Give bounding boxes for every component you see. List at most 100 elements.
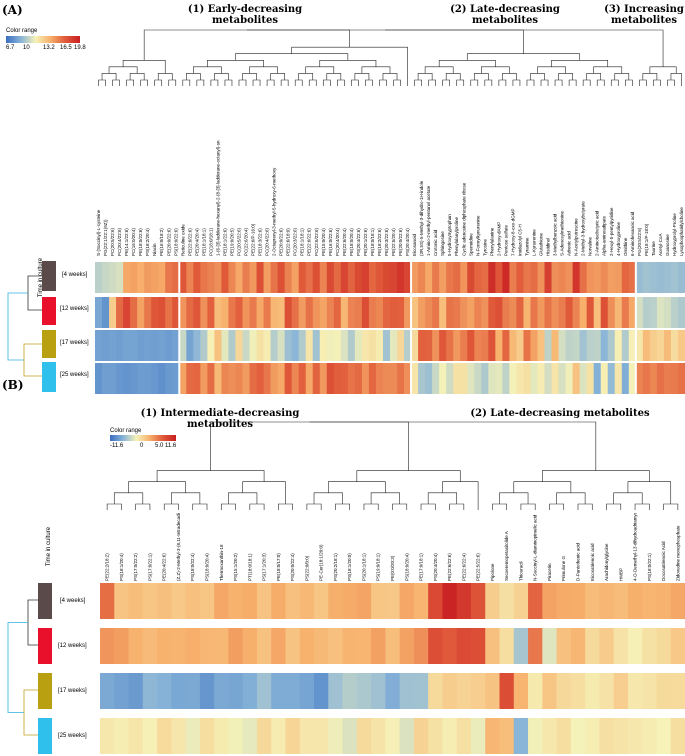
panel-a-cell-r1-c67 [565,297,574,328]
panel-a-cell-r3-c59 [509,363,517,394]
panel-b-cell-r1-c4 [157,628,172,664]
panel-a-dendro-link-29 [242,73,257,80]
panel-a-cell-r1-c7 [144,297,152,328]
panel-a-group-gap-0 [178,260,181,394]
panel-b-cell-r0-c7 [199,583,215,619]
panel-b-column-label-28: Secoeremopetasitolide A [504,531,509,581]
panel-a-cell-r0-c45 [411,262,419,293]
panel-b-cell-r2-c31 [542,673,557,709]
panel-a-dendro-link-19 [294,79,303,86]
panel-b-cell-r1-c8 [214,628,229,664]
panel-b-cell-r0-c40 [670,583,685,619]
panel-a-cell-r1-c23 [256,297,264,328]
panel-a-cell-r3-c32 [319,363,328,394]
panel-b-cell-r3-c36 [613,718,629,754]
panel-a-cell-r3-c69 [579,363,588,394]
panel-a-row-label-4-weeks: [4 weeks] [62,272,88,278]
panel-a-cell-r1-c53 [467,297,475,328]
panel-b-cell-r3-c23 [428,718,443,754]
panel-b-column-label-0: PE(22:2/18:2) [105,553,110,581]
panel-a-column-label-12: Reticuline oxide [180,224,185,256]
panel-a-cell-r3-c4 [123,363,131,394]
panel-b-column-label-35: Arachidonylglycine [604,543,609,581]
panel-a-cell-r1-c18 [221,297,229,328]
panel-b-dendro-link-6 [278,503,293,510]
panel-a-dendro-link-54 [568,79,577,86]
panel-a-dendro-link-55 [582,79,591,86]
panel-a-cell-r3-c18 [221,363,229,394]
panel-a-cell-r0-c71 [593,262,602,293]
panel-a-cell-r1-c11 [172,297,180,328]
panel-a-cell-r1-c36 [347,297,356,328]
panel-a-cell-r0-c73 [607,262,616,293]
panel-a-column-label-82: Hydroxyprolyl-Proline [672,213,677,256]
panel-a-cell-r1-c50 [446,297,454,328]
panel-a-cell-r1-c19 [228,297,236,328]
panel-b-cell-r1-c36 [613,628,629,664]
panel-a-cell-r2-c23 [256,330,264,361]
panel-a-cell-r3-c16 [207,363,215,394]
panel-b-cell-r0-c37 [627,583,643,619]
panel-a-column-label-72: Alpha-aminoadipate [602,215,607,256]
panel-a-cell-r2-c55 [481,330,489,361]
panel-a-cell-r1-c20 [235,297,243,328]
panel-b-cell-r3-c1 [114,718,129,754]
panel-b-column-label-5: (Z,Z)-2-Methyl-3-(8,11-tetradecadienyl)-… [176,513,181,581]
panel-a-column-label-80: Acetyl-CoA [658,233,663,256]
panel-b-cell-r2-c36 [613,673,629,709]
panel-a-cell-r0-c7 [144,262,152,293]
panel-a-cell-r2-c0 [95,330,103,361]
panel-a-column-label-7: PS(18:2/20:4) [145,228,150,256]
panel-a-cell-r0-c5 [130,262,138,293]
panel-a-column-label-50: 5-Hydroxytryptophan [447,214,452,256]
panel-b-column-label-37: 4-O-Demethyl-13-dihydroadriamycinone [633,513,638,581]
panel-a-column-label-11: PS(18:0/22:6) [173,228,178,256]
panel-a-cell-r3-c34 [333,363,342,394]
panel-a-cell-r2-c59 [509,330,517,361]
panel-a-cell-r3-c30 [305,363,314,394]
panel-a-cell-r0-c27 [284,262,293,293]
panel-a-cell-r3-c51 [453,363,461,394]
panel-a-cell-r2-c54 [474,330,482,361]
panel-a-cell-r3-c22 [249,363,257,394]
panel-a-cell-r2-c71 [593,330,602,361]
panel-a-cell-r0-c25 [270,262,279,293]
panel-a-cell-r0-c62 [530,262,538,293]
panel-b-cell-r2-c8 [214,673,229,709]
panel-a-column-label-2: PC(20:5/22:6) [110,227,115,256]
panel-a-dendro-link-26 [393,79,401,86]
panel-a-cell-r0-c4 [123,262,131,293]
panel-a-column-label-68: N-Acetylputrescine [574,218,579,256]
panel-a-cell-r1-c9 [158,297,166,328]
panel-a-cell-r2-c40 [375,330,384,361]
panel-a-cell-r0-c29 [298,262,307,293]
panel-b-cell-r3-c8 [214,718,229,754]
panel-b-cell-r3-c13 [285,718,301,754]
panel-a-color-range-bar [6,36,80,43]
panel-b-cell-r1-c19 [371,628,386,664]
panel-a-dendro-link-6 [101,73,117,80]
panel-a-cell-r0-c42 [390,262,398,293]
panel-b-cell-r1-c21 [399,628,415,664]
panel-a-cell-r3-c10 [165,363,173,394]
panel-a-cell-r2-c22 [249,330,257,361]
panel-a-cell-r1-c78 [642,297,651,328]
panel-a-dendro-link-39 [207,59,264,67]
panel-b-column-label-24: PE(22:6/22:6) [447,553,452,581]
panel-b-dendro-link-7 [113,492,144,504]
panel-b-cell-r1-c40 [670,628,685,664]
panel-b-cell-r3-c18 [356,718,372,754]
panel-b-color-range-ticks: -11.6 0 5.0 11.6 [110,443,190,451]
panel-a-column-label-52: Cyclic adenosine diphosphate ribose [461,182,466,256]
panel-a-column-label-47: 1-Amino-2-methyl-pentanol acetate [426,185,431,256]
panel-a-cell-r1-c42 [390,297,398,328]
panel-b-dendro-link-5 [249,503,265,510]
panel-a-cell-r0-c55 [481,262,489,293]
panel-b-dendro-link-30 [634,503,650,510]
panel-a-column-label-8: Niacin [152,243,157,256]
panel-a-row-dendrogram [7,275,42,377]
panel-a-cell-r1-c64 [544,297,552,328]
panel-a-cell-r2-c8 [151,330,159,361]
panel-a-dendro-link-1 [112,79,120,86]
panel-a-cell-r3-c37 [354,363,363,394]
